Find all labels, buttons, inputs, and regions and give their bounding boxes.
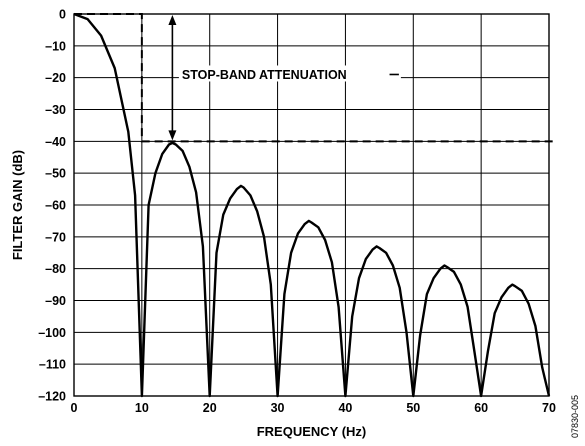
figure-id-label: 07830-005: [570, 395, 580, 438]
x-tick-label: 50: [406, 401, 420, 415]
y-axis-label: FILTER GAIN (dB): [10, 150, 25, 260]
x-tick-label: 40: [338, 401, 352, 415]
plot-frame: [73, 13, 550, 397]
annotation-label-backing: [178, 65, 401, 82]
y-tick-label: –100: [38, 326, 66, 340]
stopband-boundary-dashed-line: [74, 13, 555, 143]
x-axis-label: FREQUENCY (Hz): [257, 424, 367, 439]
stopband-attenuation-label: STOP-BAND ATTENUATION: [182, 68, 347, 82]
tick-labels: 0 10 20 30 40 50 60 70 0 –10 –20 –30 –40 –50 –60 –70 –80…: [38, 8, 556, 416]
y-tick-label: –80: [45, 262, 66, 276]
y-tick-label: –110: [39, 358, 66, 372]
y-tick-label: –70: [45, 230, 66, 244]
y-tick-label: –20: [45, 71, 66, 85]
attenuation-arrow-head-down: [168, 130, 177, 141]
x-tick-label: 30: [271, 401, 285, 415]
filter-response-curve: [73, 12, 551, 398]
x-tick-label: 20: [203, 401, 217, 415]
y-tick-label: 0: [59, 8, 66, 22]
x-tick-label: 0: [71, 401, 78, 415]
x-tick-label: 60: [474, 401, 488, 415]
y-tick-label: –40: [45, 135, 66, 149]
y-tick-label: –50: [45, 167, 66, 181]
y-tick-label: –30: [45, 103, 66, 117]
x-tick-label: 70: [542, 401, 556, 415]
y-tick-label: –120: [38, 390, 66, 404]
y-tick-label: –60: [45, 199, 66, 213]
y-tick-label: –10: [45, 39, 66, 53]
plot-marks: [73, 12, 555, 398]
attenuation-arrow-head-up: [168, 15, 177, 25]
x-tick-label: 10: [135, 401, 149, 415]
y-tick-label: –90: [45, 294, 66, 308]
